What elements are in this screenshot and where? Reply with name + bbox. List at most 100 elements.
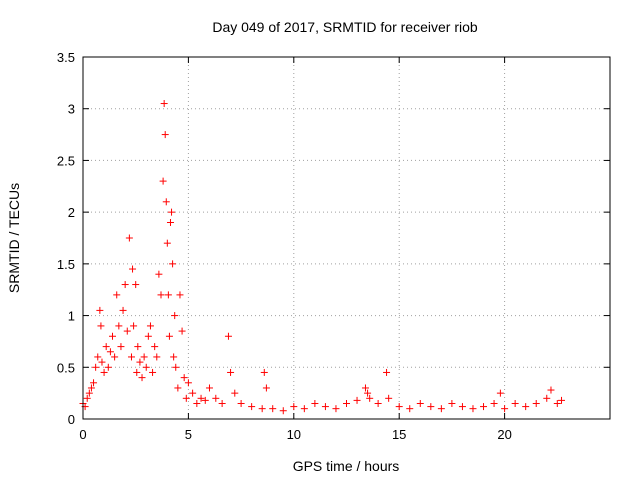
data-point (159, 177, 167, 185)
data-point (366, 394, 374, 402)
data-point (119, 306, 127, 314)
data-point (121, 281, 129, 289)
data-point (427, 403, 435, 411)
data-point (132, 281, 140, 289)
data-point (558, 396, 566, 404)
data-point (532, 399, 540, 407)
data-point (166, 218, 174, 226)
data-point (311, 399, 319, 407)
data-point (176, 291, 184, 299)
data-point (480, 403, 488, 411)
data-point (117, 343, 125, 351)
data-point (193, 399, 201, 407)
data-point (224, 332, 232, 340)
y-tick-label: 3.5 (57, 50, 75, 65)
data-point (501, 405, 509, 413)
data-point (142, 363, 150, 371)
data-point (361, 384, 369, 392)
data-point (102, 343, 110, 351)
data-point (115, 322, 123, 330)
data-point (96, 306, 104, 314)
data-point (97, 322, 105, 330)
data-point (92, 363, 100, 371)
data-point (149, 368, 157, 376)
data-point (553, 399, 561, 407)
data-point (248, 403, 256, 411)
data-point (155, 270, 163, 278)
data-point (260, 368, 268, 376)
data-point (164, 291, 172, 299)
data-point (130, 322, 138, 330)
data-point (416, 399, 424, 407)
data-point (100, 368, 108, 376)
data-point (172, 363, 180, 371)
data-point (83, 394, 91, 402)
data-point (258, 405, 266, 413)
data-point (490, 399, 498, 407)
data-point (85, 389, 93, 397)
data-point (171, 312, 179, 320)
data-point (170, 353, 178, 361)
data-point (136, 358, 144, 366)
y-tick-label: 3 (68, 102, 75, 117)
data-point (406, 405, 414, 413)
y-tick-label: 0.5 (57, 360, 75, 375)
data-point (189, 389, 197, 397)
data-point (212, 394, 220, 402)
x-tick-label: 0 (79, 427, 86, 442)
data-point (134, 343, 142, 351)
data-points (79, 100, 566, 415)
data-point (182, 394, 190, 402)
data-point (129, 265, 137, 273)
y-tick-label: 1.5 (57, 257, 75, 272)
data-point (153, 353, 161, 361)
data-point (184, 379, 192, 387)
data-point (109, 332, 117, 340)
data-point (197, 394, 205, 402)
x-tick-label: 10 (287, 427, 301, 442)
data-point (364, 389, 372, 397)
data-point (522, 403, 530, 411)
data-point (163, 239, 171, 247)
data-point (448, 399, 456, 407)
data-point (262, 384, 270, 392)
data-point (98, 358, 106, 366)
data-point (161, 131, 169, 139)
data-point (160, 100, 168, 108)
data-point (237, 399, 245, 407)
data-point (547, 386, 555, 394)
data-point (511, 399, 519, 407)
x-tick-label: 15 (392, 427, 406, 442)
data-point (332, 405, 340, 413)
data-point (111, 353, 119, 361)
y-tick-label: 0 (68, 412, 75, 427)
data-point (543, 394, 551, 402)
data-point (168, 208, 176, 216)
plot-frame (82, 56, 611, 420)
chart-title: Day 049 of 2017, SRMTID for receiver rio… (212, 19, 478, 35)
data-point (205, 384, 213, 392)
data-point (106, 348, 114, 356)
data-point (90, 379, 98, 387)
y-tick-label: 2.5 (57, 153, 75, 168)
data-point (496, 389, 504, 397)
data-point (385, 394, 393, 402)
data-point (201, 396, 209, 404)
data-point (353, 396, 361, 404)
data-point (151, 343, 159, 351)
data-point (227, 368, 235, 376)
x-tick-label: 5 (185, 427, 192, 442)
data-point (174, 384, 182, 392)
data-point (321, 403, 329, 411)
data-point (138, 374, 146, 382)
y-axis-title: SRMTID / TECUs (6, 183, 22, 293)
data-point (437, 405, 445, 413)
x-tick-label: 20 (497, 427, 511, 442)
data-point (123, 327, 131, 335)
data-point (127, 353, 135, 361)
data-point (269, 405, 277, 413)
data-point (383, 368, 391, 376)
y-tick-label: 2 (68, 205, 75, 220)
